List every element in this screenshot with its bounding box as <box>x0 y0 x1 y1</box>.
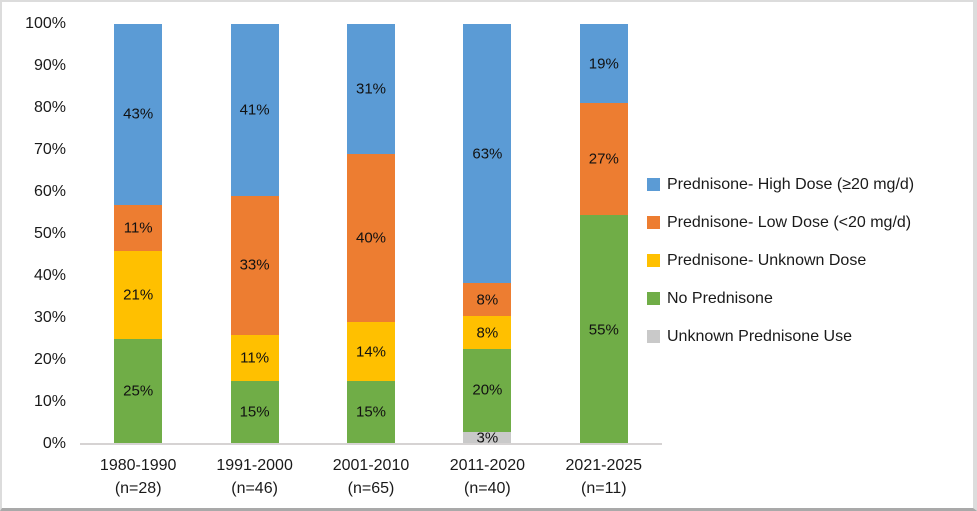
data-label: 41% <box>239 101 270 119</box>
data-label: 3% <box>476 429 499 447</box>
data-label: 55% <box>588 321 619 339</box>
x-axis-label-range: 2011-2020 <box>449 457 526 474</box>
bar-segment: 33% <box>230 196 279 335</box>
bar-2011-2020: 63% 8% 8% 20% 3% <box>463 24 512 447</box>
x-axis-label: 2011-2020 (n=40) <box>427 454 547 500</box>
bar-segment: 11% <box>114 204 163 251</box>
legend-item: Prednisone- Unknown Dose <box>647 249 914 272</box>
data-label: 11% <box>123 219 153 237</box>
data-label: 33% <box>239 256 270 274</box>
x-axis-label-range: 1980-1990 <box>99 457 177 474</box>
bar-segment: 27% <box>579 103 628 216</box>
legend-label: No Prednisone <box>667 289 773 307</box>
legend-label: Prednisone- Unknown Dose <box>667 251 867 269</box>
x-axis-label: 1980-1990 (n=28) <box>78 454 198 500</box>
x-axis-label-n: (n=11) <box>581 480 627 497</box>
data-label: 43% <box>123 105 154 123</box>
bar-1980-1990: 43% 11% 21% 25% <box>114 24 163 444</box>
bar-segment: 21% <box>114 250 163 339</box>
x-axis-label-n: (n=46) <box>231 480 278 497</box>
bar-2001-2010: 31% 40% 14% 15% <box>347 24 395 444</box>
y-tick-label: 0% <box>42 435 66 452</box>
data-label: 25% <box>123 382 154 400</box>
x-axis-label-n: (n=40) <box>464 480 511 497</box>
y-tick-label: 60% <box>33 183 66 200</box>
data-label: 15% <box>355 403 387 421</box>
data-label: 11% <box>240 349 270 367</box>
legend-item: Prednisone- Low Dose (<20 mg/d) <box>647 211 914 234</box>
bar-segment: 15% <box>347 380 395 444</box>
bar-2021-2025: 19% 27% 55% <box>579 24 628 444</box>
x-axis-label-n: (n=65) <box>347 480 395 497</box>
data-label: 20% <box>472 381 503 399</box>
x-axis-label: 2001-2010 (n=65) <box>311 454 431 500</box>
legend-swatch-icon <box>647 216 660 229</box>
data-label: 19% <box>588 55 619 72</box>
legend-swatch-icon <box>647 330 660 343</box>
data-label: 15% <box>239 403 270 421</box>
data-label: 31% <box>355 80 387 98</box>
x-axis-label-range: 2001-2010 <box>332 457 410 474</box>
category-axis-line <box>80 443 662 445</box>
bar-segment: 20% <box>463 349 512 432</box>
y-tick-label: 20% <box>33 351 66 368</box>
legend-swatch-icon <box>647 178 660 191</box>
bar-segment: 8% <box>463 283 512 317</box>
legend-item: Unknown Prednisone Use <box>647 325 914 348</box>
data-label: 8% <box>476 324 499 342</box>
y-tick-label: 10% <box>33 393 66 410</box>
bar-segment: 15% <box>230 380 279 444</box>
data-label: 14% <box>355 343 387 361</box>
y-tick-label: 50% <box>33 225 66 242</box>
legend: Prednisone- High Dose (≥20 mg/d) Predniso… <box>647 173 914 348</box>
y-tick-label: 100% <box>25 15 66 32</box>
bar-segment: 11% <box>230 334 279 381</box>
bar-segment: 41% <box>230 24 279 197</box>
legend-item: Prednisone- High Dose (≥20 mg/d) <box>647 173 914 196</box>
x-axis-label: 2021-2025 (n=11) <box>544 454 664 500</box>
bar-segment: 25% <box>114 338 163 444</box>
data-label: 8% <box>476 291 499 309</box>
bar-segment: 8% <box>463 316 512 350</box>
y-tick-label: 30% <box>33 309 66 326</box>
y-tick-label: 80% <box>33 99 66 116</box>
bar-1991-2000: 41% 33% 11% 15% <box>230 24 279 444</box>
legend-swatch-icon <box>647 254 660 267</box>
x-axis-label-range: 2021-2025 <box>565 457 643 474</box>
bar-segment: 19% <box>579 24 628 103</box>
x-axis-label-n: (n=28) <box>114 480 162 497</box>
legend-label: Unknown Prednisone Use <box>667 327 852 345</box>
bar-segment: 55% <box>579 215 628 444</box>
data-label: 27% <box>588 150 619 168</box>
y-tick-label: 70% <box>33 141 66 158</box>
bar-segment: 14% <box>347 322 395 381</box>
x-axis-label-range: 1991-2000 <box>216 457 293 474</box>
legend-label: Prednisone- Low Dose (<20 mg/d) <box>667 213 912 231</box>
data-label: 21% <box>123 286 154 304</box>
bar-segment: 3% <box>463 429 512 447</box>
bar-segment: 63% <box>463 24 512 284</box>
legend-label: Prednisone- High Dose (≥20 mg/d) <box>667 175 915 193</box>
y-tick-label: 40% <box>33 267 66 284</box>
data-label: 63% <box>472 145 503 163</box>
y-tick-label: 90% <box>33 57 66 74</box>
data-label: 40% <box>355 229 387 247</box>
bar-segment: 31% <box>347 24 395 155</box>
legend-item: No Prednisone <box>647 287 914 310</box>
x-axis-label: 1991-2000 (n=46) <box>195 454 315 500</box>
bar-segment: 40% <box>347 154 395 323</box>
bar-segment: 43% <box>114 24 163 205</box>
legend-swatch-icon <box>647 292 660 305</box>
